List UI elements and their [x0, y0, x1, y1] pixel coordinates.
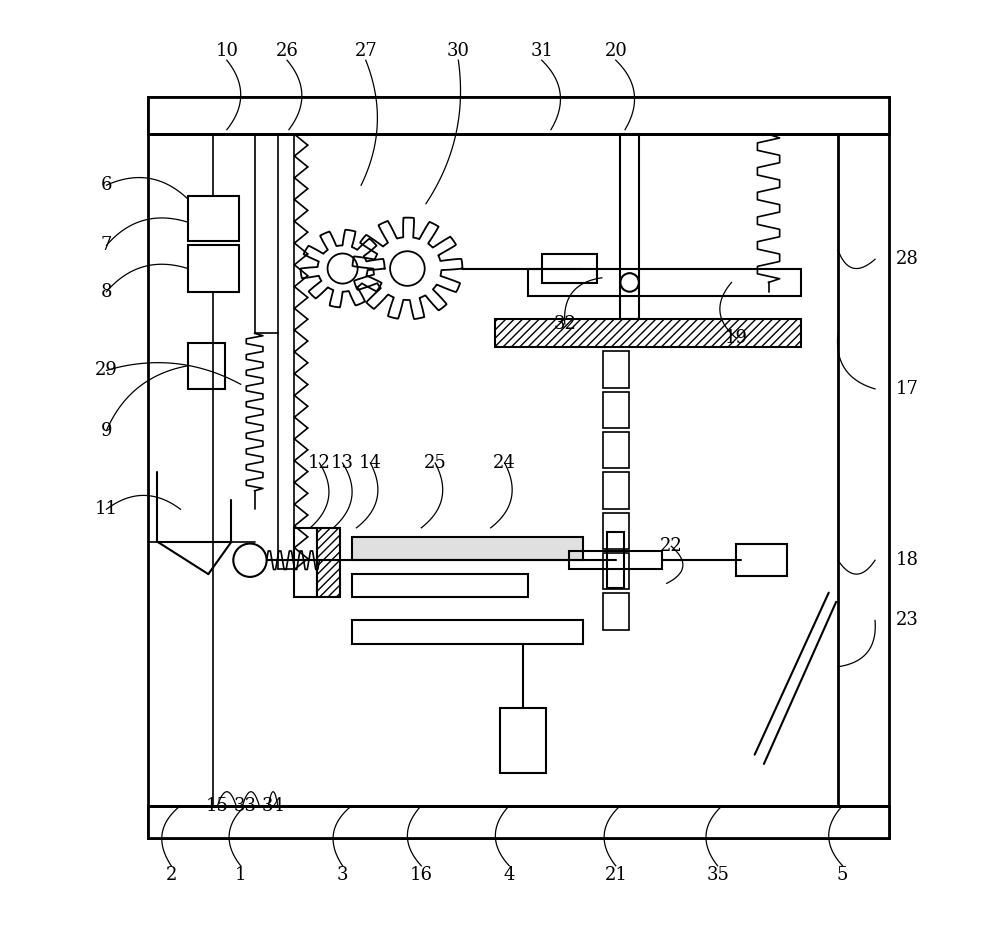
Text: 17: 17	[896, 380, 919, 398]
Bar	[188, 343, 225, 389]
Bar	[148, 97, 889, 838]
Text: 9: 9	[101, 421, 112, 440]
Bar	[317, 528, 340, 597]
Text: 3: 3	[337, 866, 348, 884]
Text: 20: 20	[604, 42, 627, 60]
Bar	[188, 196, 239, 241]
Bar	[188, 245, 239, 292]
Text: 19: 19	[725, 329, 748, 347]
Text: 25: 25	[424, 454, 447, 472]
Bar	[528, 269, 801, 296]
Text: 22: 22	[660, 537, 683, 556]
Bar	[603, 392, 629, 428]
Text: 12: 12	[308, 454, 331, 472]
Text: 33: 33	[234, 796, 257, 815]
Bar	[352, 537, 583, 560]
Text: 10: 10	[215, 42, 238, 60]
Bar	[352, 574, 528, 597]
Text: 35: 35	[706, 866, 729, 884]
Bar	[495, 319, 801, 347]
Text: 1: 1	[235, 866, 246, 884]
Bar	[148, 806, 889, 838]
Bar	[603, 553, 629, 589]
Bar	[569, 551, 662, 569]
Text: 31: 31	[530, 42, 553, 60]
Bar	[607, 532, 624, 588]
Text: 23: 23	[896, 611, 919, 630]
Text: 2: 2	[166, 866, 177, 884]
Text: 27: 27	[354, 42, 377, 60]
Text: 13: 13	[331, 454, 354, 472]
Bar	[352, 620, 583, 644]
Bar	[603, 594, 629, 630]
Text: 30: 30	[447, 42, 470, 60]
Text: 4: 4	[504, 866, 515, 884]
Bar	[500, 708, 546, 773]
Text: 28: 28	[896, 250, 919, 269]
Bar	[603, 432, 629, 469]
Text: 29: 29	[95, 361, 118, 380]
Bar	[294, 528, 317, 597]
Text: 16: 16	[410, 866, 433, 884]
Bar	[620, 134, 639, 319]
Bar	[603, 351, 629, 388]
Text: 34: 34	[262, 796, 285, 815]
Bar	[542, 254, 597, 283]
Text: 5: 5	[837, 866, 848, 884]
Bar	[603, 472, 629, 508]
Bar	[736, 544, 787, 576]
Bar	[603, 513, 629, 549]
Text: 18: 18	[896, 551, 919, 569]
Text: 11: 11	[95, 500, 118, 519]
Text: 8: 8	[101, 282, 112, 301]
Text: 6: 6	[101, 176, 112, 194]
Text: 7: 7	[101, 236, 112, 255]
Text: 14: 14	[359, 454, 382, 472]
Text: 24: 24	[493, 454, 516, 472]
Text: 32: 32	[553, 315, 576, 333]
Bar	[148, 97, 889, 134]
Text: 15: 15	[206, 796, 229, 815]
Text: 21: 21	[604, 866, 627, 884]
Text: 26: 26	[276, 42, 298, 60]
